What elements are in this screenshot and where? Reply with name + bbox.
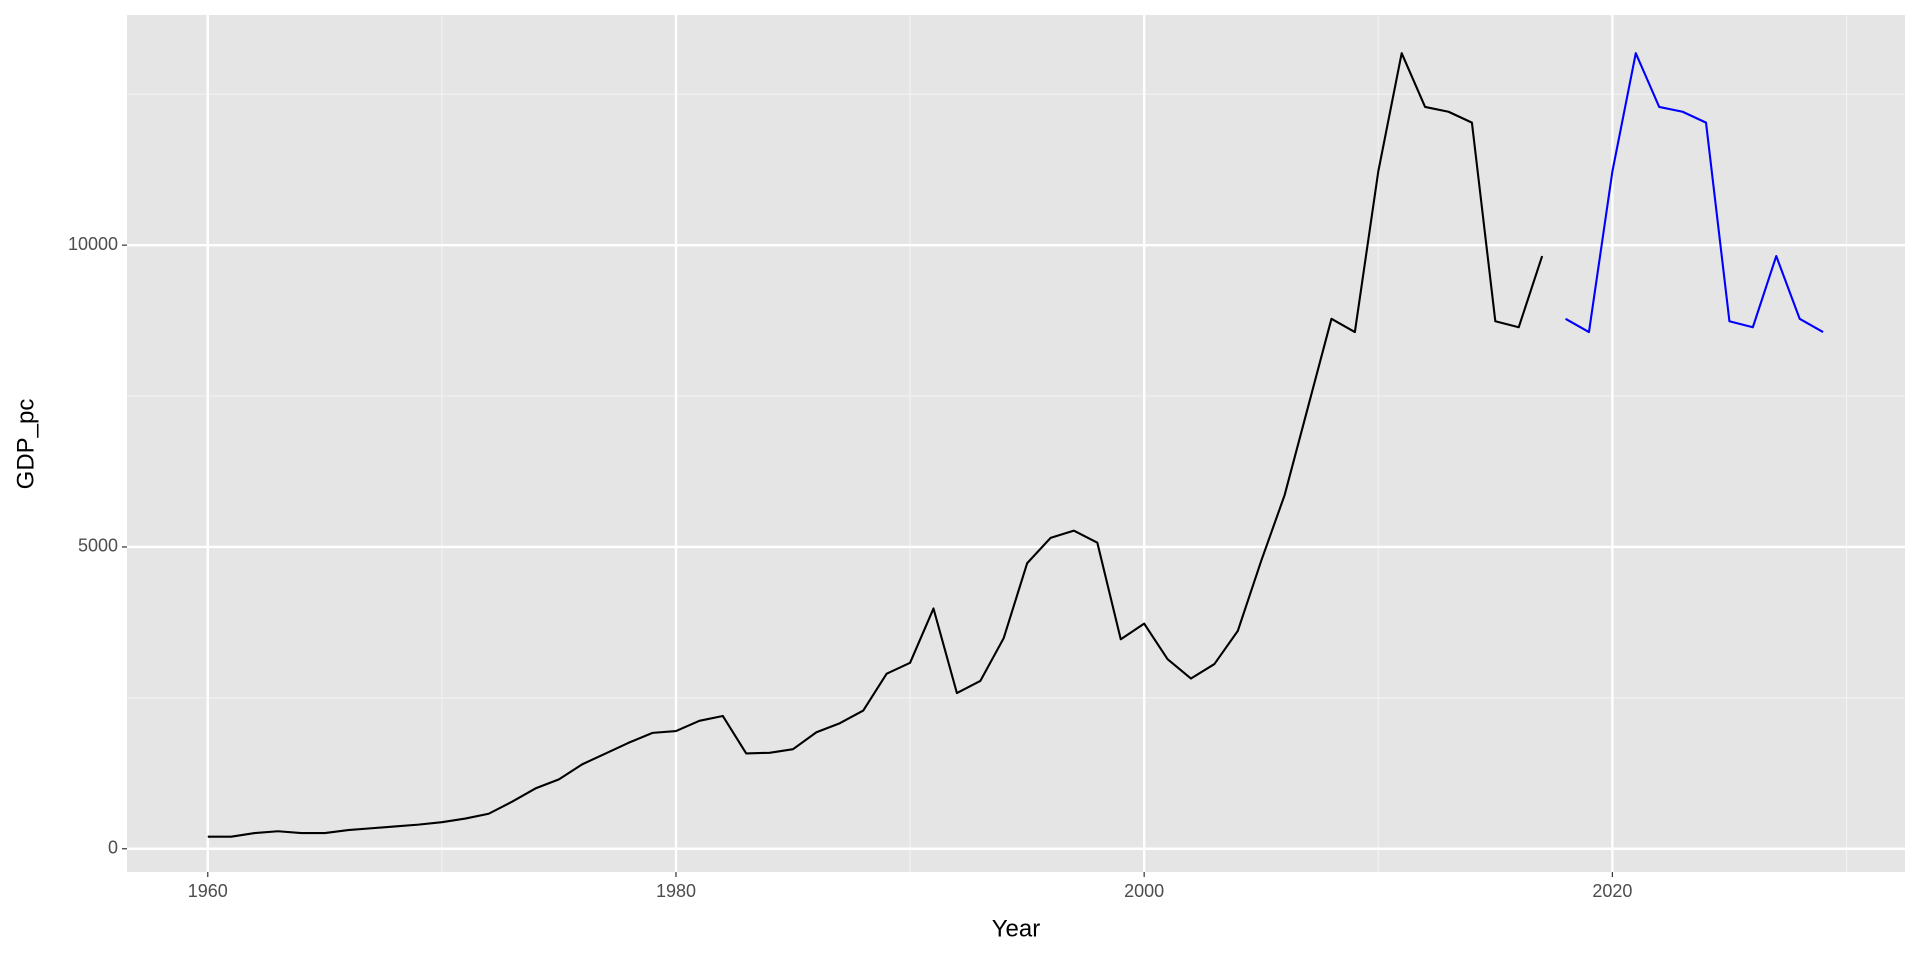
x-tick-label: 1980 xyxy=(656,881,696,901)
line xyxy=(207,52,1544,838)
x-axis-title: Year xyxy=(992,915,1041,942)
y-tick-label: 5000 xyxy=(78,536,118,556)
x-tick-label: 1960 xyxy=(188,881,228,901)
x-tick-label: 2020 xyxy=(1592,881,1632,901)
y-tick-label: 0 xyxy=(108,838,118,858)
panel xyxy=(127,15,1905,872)
y-tick-label: 10000 xyxy=(68,234,118,254)
y-axis-title: GDP_pc xyxy=(12,399,39,490)
x-tick-label: 2000 xyxy=(1124,881,1164,901)
line xyxy=(1565,52,1824,334)
